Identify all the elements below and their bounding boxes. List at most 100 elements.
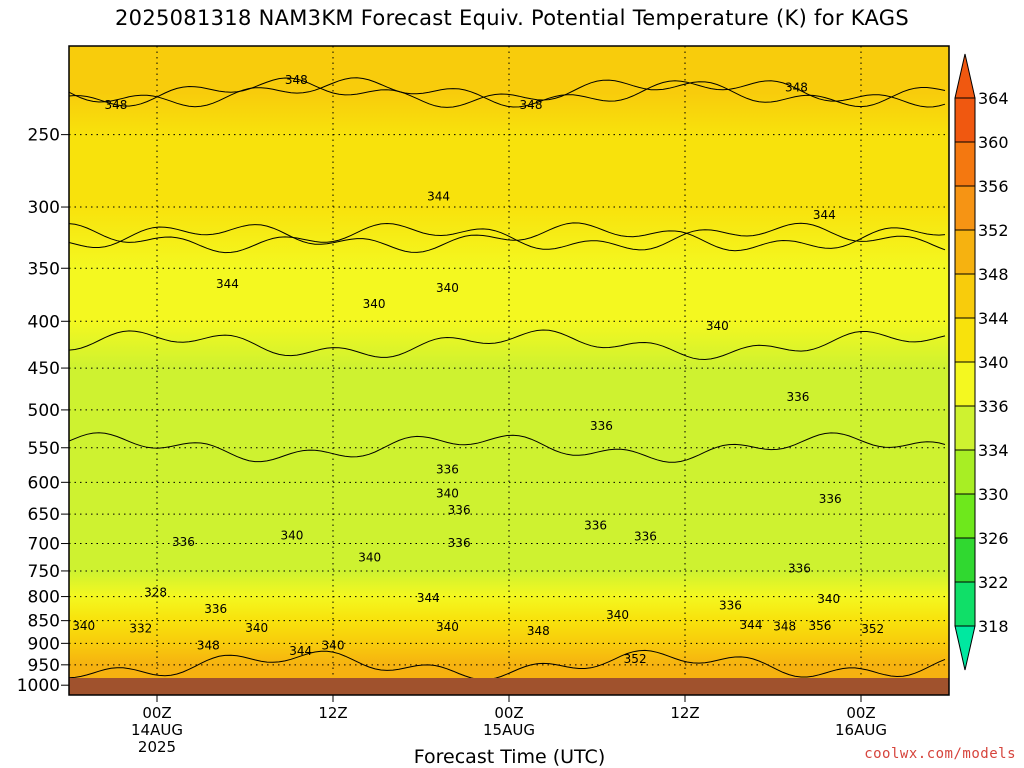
colorbar-cell bbox=[954, 405, 976, 451]
contour-label: 352 bbox=[624, 652, 647, 666]
contour-label: 340 bbox=[322, 639, 345, 653]
colorbar-label: 326 bbox=[978, 529, 1009, 548]
contour-label: 344 bbox=[427, 189, 450, 203]
chart-title: 2025081318 NAM3KM Forecast Equiv. Potent… bbox=[115, 6, 909, 30]
colorbar-label: 334 bbox=[978, 441, 1009, 460]
colorbar-cell bbox=[954, 141, 976, 187]
colorbar: 318 322 326 330 334 336 340 344 348 352 356 360 364 bbox=[954, 53, 1009, 671]
contour-label: 336 bbox=[448, 503, 471, 517]
x-tick-sublabel: 14AUG bbox=[131, 721, 183, 739]
contour-line bbox=[69, 649, 946, 681]
contour-label: 336 bbox=[819, 492, 842, 506]
contour-label: 340 bbox=[436, 486, 459, 500]
y-tick-label: 900 bbox=[28, 634, 60, 654]
colorbar-cell bbox=[954, 273, 976, 319]
contour-label: 356 bbox=[808, 619, 831, 633]
x-tick-label: 00Z bbox=[142, 704, 171, 722]
y-tick-label: 750 bbox=[28, 562, 60, 582]
colorbar-label: 336 bbox=[978, 397, 1009, 416]
contour-label: 348 bbox=[104, 98, 127, 112]
contour-label: 352 bbox=[861, 622, 884, 636]
colorbar-label: 330 bbox=[978, 485, 1009, 504]
x-tick-sublabel: 16AUG bbox=[835, 721, 887, 739]
y-tick-label: 250 bbox=[28, 126, 60, 146]
contour-line bbox=[69, 222, 946, 254]
contour-lines bbox=[69, 77, 946, 681]
plot-area: 348 348 348 348 344 344 344 340 340 340 336 336 336 3… bbox=[69, 46, 949, 695]
contour-label: 348 bbox=[285, 73, 308, 87]
colorbar-cell bbox=[954, 449, 976, 495]
contour-line bbox=[69, 77, 946, 108]
contour-label: 340 bbox=[363, 297, 386, 311]
contour-line bbox=[69, 77, 946, 108]
contour-label: 336 bbox=[204, 602, 227, 616]
contour-label: 348 bbox=[773, 620, 796, 634]
contour-label: 348 bbox=[527, 624, 550, 638]
colorbar-cell bbox=[954, 317, 976, 363]
contour-label: 336 bbox=[788, 561, 811, 575]
contour-line bbox=[69, 329, 946, 361]
y-tick-label: 300 bbox=[28, 198, 60, 218]
contour-label: 344 bbox=[813, 208, 836, 222]
contour-label: 344 bbox=[289, 644, 312, 658]
contour-label: 340 bbox=[436, 620, 459, 634]
contour-label: 340 bbox=[606, 608, 629, 622]
colorbar-label: 352 bbox=[978, 221, 1009, 240]
colorbar-extend-bottom bbox=[954, 625, 976, 671]
x-tick-sublabel: 15AUG bbox=[483, 721, 535, 739]
contour-label: 344 bbox=[216, 277, 239, 291]
colorbar-label: 360 bbox=[978, 133, 1009, 152]
y-tick-label: 450 bbox=[28, 359, 60, 379]
y-tick-label: 500 bbox=[28, 401, 60, 421]
contour-label: 328 bbox=[144, 586, 167, 600]
y-tick-label: 800 bbox=[28, 588, 60, 608]
y-tick-label: 600 bbox=[28, 473, 60, 493]
credit-text: coolwx.com/models bbox=[864, 746, 1016, 762]
y-tick-label: 350 bbox=[28, 259, 60, 279]
contour-label: 336 bbox=[719, 598, 742, 612]
contour-label: 348 bbox=[785, 80, 808, 94]
contour-label: 340 bbox=[706, 319, 729, 333]
contour-label: 336 bbox=[436, 463, 459, 477]
colorbar-cell bbox=[954, 537, 976, 583]
contour-label: 348 bbox=[520, 98, 543, 112]
x-tick-sublabel: 2025 bbox=[138, 738, 176, 756]
colorbar-label: 348 bbox=[978, 265, 1009, 284]
x-tick-label: 00Z bbox=[846, 704, 875, 722]
y-tick-label: 1000 bbox=[17, 676, 60, 696]
y-axis: 2503003504004505005506006507007508008509… bbox=[17, 126, 69, 696]
colorbar-cell bbox=[954, 97, 976, 143]
contour-line bbox=[69, 222, 946, 253]
colorbar-label: 344 bbox=[978, 309, 1009, 328]
colorbar-label: 318 bbox=[978, 617, 1009, 636]
contour-label: 344 bbox=[417, 591, 440, 605]
contour-label: 340 bbox=[72, 619, 95, 633]
contour-label: 340 bbox=[280, 529, 303, 543]
colorbar-cell bbox=[954, 229, 976, 275]
x-tick-label: 12Z bbox=[670, 704, 699, 722]
x-tick-label: 00Z bbox=[494, 704, 523, 722]
contour-line bbox=[69, 432, 946, 463]
colorbar-extend-top bbox=[954, 53, 976, 99]
x-tick-label: 12Z bbox=[318, 704, 347, 722]
contour-label: 340 bbox=[436, 281, 459, 295]
y-tick-label: 400 bbox=[28, 312, 60, 332]
contour-label: 336 bbox=[786, 390, 809, 404]
ground-band bbox=[69, 678, 949, 695]
contour-label: 332 bbox=[129, 622, 152, 636]
contour-label: 336 bbox=[448, 536, 471, 550]
contour-label: 344 bbox=[740, 618, 763, 632]
colorbar-cell bbox=[954, 581, 976, 627]
contour-label: 336 bbox=[584, 519, 607, 533]
contour-label: 336 bbox=[590, 419, 613, 433]
colorbar-label: 322 bbox=[978, 573, 1009, 592]
contour-labels: 348 348 348 348 344 344 344 340 340 340 336 336 336 3… bbox=[72, 73, 884, 666]
colorbar-label: 356 bbox=[978, 177, 1009, 196]
contour-label: 336 bbox=[172, 535, 195, 549]
colorbar-label: 340 bbox=[978, 353, 1009, 372]
colorbar-label: 364 bbox=[978, 89, 1009, 108]
y-tick-label: 700 bbox=[28, 535, 60, 555]
x-axis-label: Forecast Time (UTC) bbox=[413, 746, 606, 768]
